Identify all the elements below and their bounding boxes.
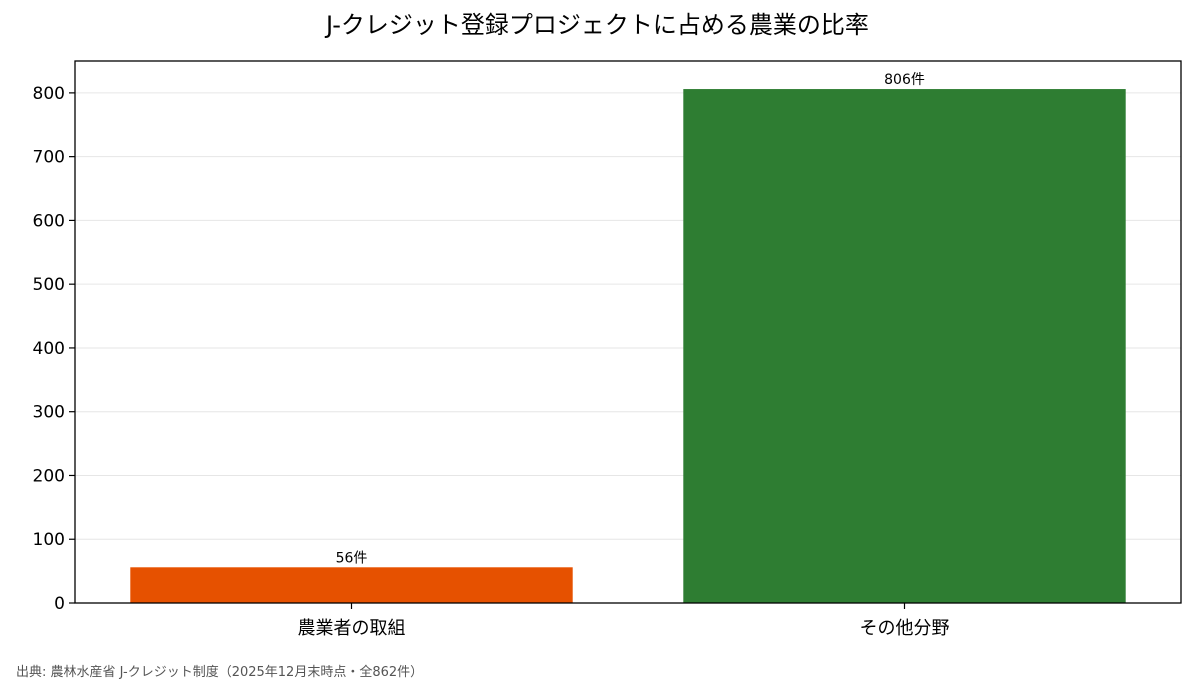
axis-ticks: 0 100 200 300 400 500 600 700 800 農業者の取組 その他分野	[33, 84, 950, 639]
bars	[130, 89, 1126, 604]
plot-frame	[74, 60, 1182, 604]
y-tick-label: 400	[33, 339, 65, 359]
chart-title: J-クレジット登録プロジェクトに占める農業の比率	[326, 11, 869, 39]
data-label: 56件	[336, 550, 368, 566]
y-tick-label: 100	[33, 530, 65, 550]
y-tick-label: 500	[33, 275, 65, 295]
y-tick-label: 700	[33, 148, 65, 168]
data-label: 806件	[884, 72, 925, 88]
y-tick-label: 200	[33, 466, 65, 486]
y-tick-label: 0	[54, 594, 65, 614]
data-labels: 56件 806件	[336, 72, 925, 566]
source-note: 出典: 農林水産省 J-クレジット制度（2025年12月末時点・全862件）	[16, 665, 424, 680]
bar	[130, 567, 573, 603]
y-tick-label: 800	[33, 84, 65, 104]
x-tick-label: その他分野	[860, 618, 950, 639]
y-tick-label: 600	[33, 211, 65, 231]
x-tick-label: 農業者の取組	[298, 618, 406, 639]
bar	[683, 89, 1126, 604]
y-tick-label: 300	[33, 403, 65, 423]
